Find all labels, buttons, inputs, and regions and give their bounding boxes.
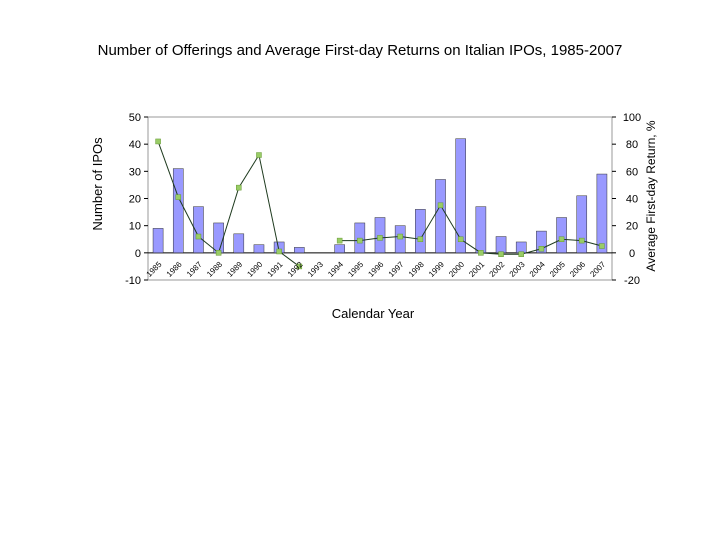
line-marker — [155, 138, 161, 145]
line-marker — [478, 250, 484, 256]
chart-title: Number of Offerings and Average First-da… — [98, 42, 623, 59]
line-marker — [437, 202, 444, 209]
y2-tick-label: 0 — [629, 248, 635, 260]
line-marker — [236, 184, 242, 191]
x-tick-label: 1997 — [387, 259, 406, 278]
y-tick-label: 50 — [129, 112, 141, 124]
x-tick-label: 1996 — [366, 259, 385, 278]
line-marker — [578, 237, 585, 244]
y-tick-label: 30 — [129, 166, 141, 178]
x-tick-label: 1991 — [266, 259, 285, 278]
line-marker — [457, 236, 464, 242]
y-axis-title: Number of IPOs — [90, 137, 105, 231]
bar — [233, 233, 245, 254]
bar — [596, 173, 608, 254]
bar — [576, 195, 588, 254]
x-tick-label: 2005 — [548, 259, 567, 278]
bar — [253, 244, 265, 254]
y2-axis-title: Average First-day Return, % — [644, 120, 658, 272]
line — [339, 204, 603, 255]
line-marker — [336, 237, 343, 244]
bar — [294, 247, 305, 254]
line-marker — [498, 251, 504, 257]
x-axis-title: Calendar Year — [332, 306, 415, 321]
x-tick-label: 2007 — [588, 259, 607, 278]
line-marker — [175, 194, 182, 200]
line-marker — [558, 236, 565, 242]
line-marker — [195, 233, 202, 240]
bar — [415, 209, 426, 254]
x-tick-label: 1992 — [286, 259, 305, 278]
line-marker — [215, 250, 222, 256]
x-tick-label: 1990 — [245, 259, 264, 278]
line-marker — [599, 243, 605, 249]
y2-tick-label: -20 — [624, 275, 640, 287]
bar — [495, 236, 507, 254]
line-marker — [357, 237, 363, 244]
x-tick-label: 1988 — [205, 259, 224, 278]
y-tick-label: 40 — [129, 139, 141, 151]
line-marker — [417, 236, 424, 242]
bar — [334, 244, 345, 254]
bar — [515, 241, 527, 254]
y-tick-label: 10 — [129, 221, 141, 233]
bar — [435, 179, 446, 254]
x-tick-label: 1995 — [346, 259, 365, 278]
bar — [193, 206, 204, 254]
bar — [556, 217, 567, 254]
x-tick-label: 1993 — [306, 259, 325, 278]
bar — [536, 230, 547, 254]
x-tick-label: 1999 — [427, 259, 446, 278]
bar — [172, 168, 184, 254]
x-tick-label: 1987 — [185, 259, 204, 278]
x-tick-label: 2003 — [508, 259, 527, 278]
x-tick-label: 1985 — [145, 259, 164, 278]
line-marker — [256, 152, 262, 158]
y2-tick-label: 20 — [626, 221, 638, 233]
y2-tick-label: 40 — [626, 194, 638, 206]
line-marker — [296, 263, 303, 270]
x-tick-label: 2004 — [528, 259, 547, 278]
x-tick-label: 2006 — [568, 259, 587, 278]
y-tick-label: 0 — [135, 248, 141, 260]
line-marker — [276, 248, 282, 255]
y-tick-label: -10 — [125, 275, 141, 287]
y2-tick-label: 100 — [623, 112, 641, 124]
x-tick-label: 1994 — [326, 259, 345, 278]
line-marker — [538, 246, 545, 252]
x-tick-label: 2002 — [488, 259, 507, 278]
line — [157, 141, 300, 267]
y2-tick-label: 60 — [626, 166, 638, 178]
bar — [152, 228, 164, 254]
x-tick-label: 1998 — [407, 259, 426, 278]
line-marker — [397, 233, 403, 240]
line-marker — [518, 251, 524, 257]
bar — [213, 222, 224, 254]
line-marker — [377, 235, 383, 241]
y-tick-label: 20 — [129, 194, 141, 206]
y2-tick-label: 80 — [626, 139, 638, 151]
x-tick-label: 1986 — [165, 259, 184, 278]
x-tick-label: 1989 — [225, 259, 244, 278]
bar — [455, 138, 466, 254]
bar — [475, 206, 487, 254]
x-tick-label: 2000 — [447, 259, 466, 278]
x-tick-label: 2001 — [467, 259, 486, 278]
